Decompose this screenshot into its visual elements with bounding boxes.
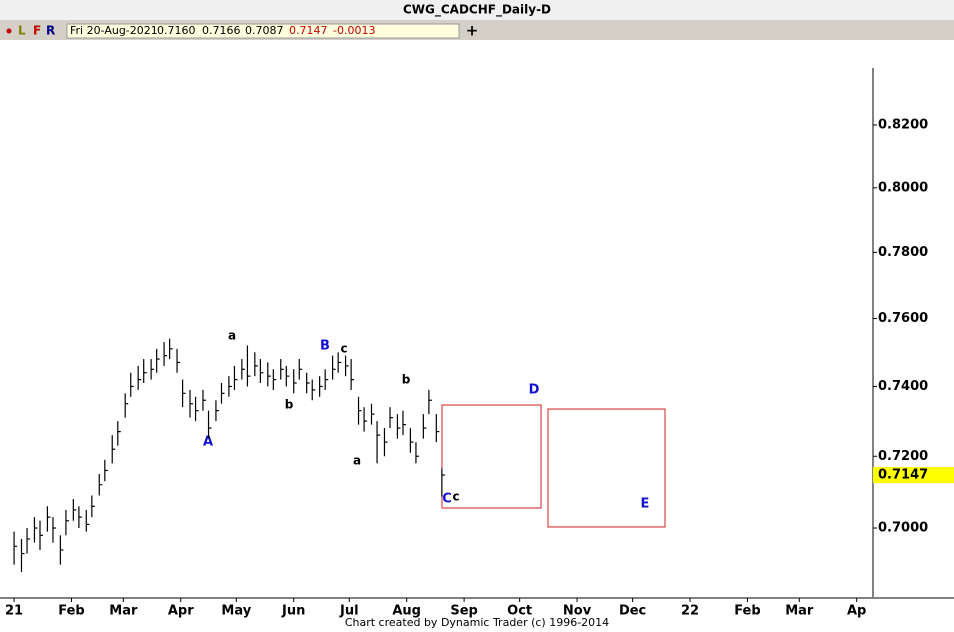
wave-label: b [285,398,294,412]
x-tick-label: Feb [58,604,84,619]
info-date: Fri 20-Aug-2021 [70,24,158,37]
x-tick-label: Ap [847,604,866,619]
x-tick-label: Dec [619,604,646,619]
x-tick-label: 22 [681,604,699,619]
wave-label: C [442,492,452,507]
toolbar-button[interactable]: F [33,24,41,38]
wave-label: E [641,497,650,512]
x-tick-label: Apr [168,604,194,619]
x-tick-label: Nov [563,604,592,619]
add-button[interactable]: + [466,22,479,40]
wave-label: D [529,383,540,398]
wave-label: B [320,339,330,354]
toolbar-button[interactable]: R [46,24,55,38]
x-tick-label: Sep [450,604,478,619]
title-bar [0,0,954,20]
y-tick-label: 0.7600 [878,311,928,326]
toolbar-dot [6,28,12,34]
footer: Chart created by Dynamic Trader (c) 1996… [345,616,609,629]
x-tick-label: Mar [785,604,814,619]
y-tick-label: 0.8200 [878,117,928,132]
info-low: 0.7087 [245,24,284,37]
target-box [547,408,666,528]
y-tick-label: 0.8000 [878,180,928,195]
x-tick-label: Oct [507,604,532,619]
x-tick-label: Jul [339,604,359,619]
x-tick-label: Aug [392,604,421,619]
y-tick-label: 0.7400 [878,379,928,394]
x-tick-label: May [221,604,251,619]
wave-label: c [452,490,459,504]
y-tick-label: 0.7000 [878,521,928,536]
wave-label: b [402,373,411,387]
target-box [441,404,542,509]
y-tick-label: 0.7200 [878,449,928,464]
x-tick-label: 21 [5,604,23,619]
info-box [66,23,460,39]
wave-label: A [203,435,213,450]
wave-label: a [353,454,361,468]
toolbar-button[interactable]: L [18,24,26,38]
wave-label: a [228,329,236,343]
info-close: 0.7147 [289,24,328,37]
x-tick-label: Jun [281,604,305,619]
current-price-box [873,467,954,484]
current-price-label: 0.7147 [878,468,928,483]
window-title: CWG_CADCHF_Daily-D [403,3,551,18]
info-open: 0.7160 [157,24,196,37]
info-change: -0.0013 [333,24,375,37]
wave-label: c [340,342,347,356]
x-tick-label: Mar [109,604,138,619]
y-tick-label: 0.7800 [878,245,928,260]
x-tick-label: Feb [734,604,760,619]
info-high: 0.7166 [202,24,241,37]
